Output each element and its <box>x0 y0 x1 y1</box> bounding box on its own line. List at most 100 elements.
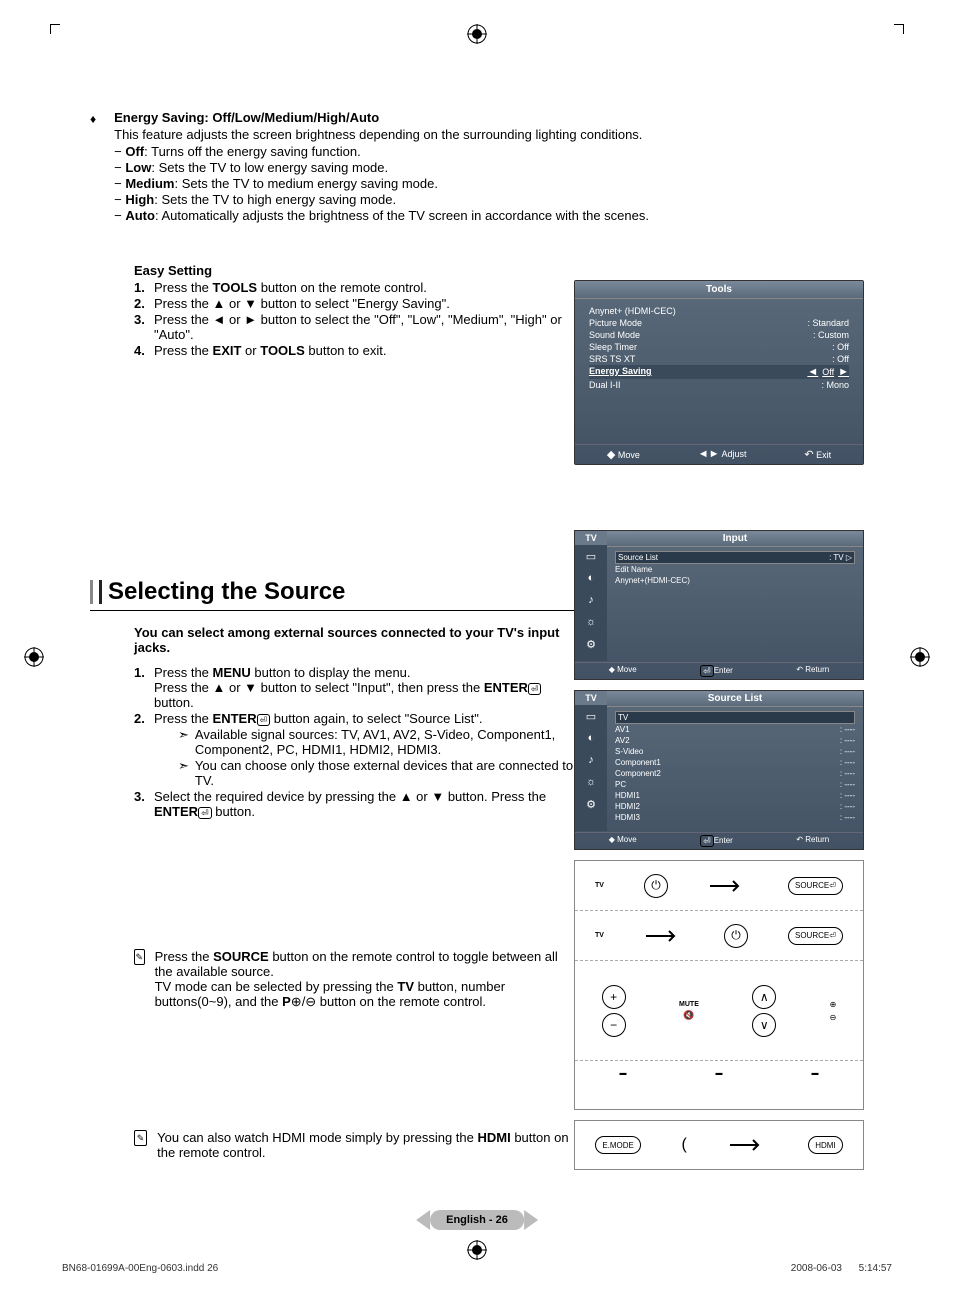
osd-item: HDMI2: ---- <box>615 801 855 812</box>
heading-stripe-icon <box>99 580 102 604</box>
remote-mute-label: MUTE <box>679 1001 699 1008</box>
remote-vol-down-button: − <box>602 1013 626 1037</box>
osd-tools-panel: Tools Anynet+ (HDMI-CEC)Picture Mode: St… <box>574 280 864 465</box>
arrow-icon <box>644 926 684 946</box>
mode-item: − Auto: Automatically adjusts the bright… <box>114 208 864 223</box>
remote-tv-button: ⏻ <box>724 924 748 948</box>
osd-tab-tv: TV <box>575 691 607 705</box>
page-number-footer: English - 26 <box>416 1210 538 1230</box>
osd-item: Source List: TV ▷ <box>615 551 855 564</box>
note-icon: ✎ <box>134 949 145 965</box>
remote-tv-label: TV <box>595 882 604 889</box>
footer-triangle-icon <box>416 1210 430 1230</box>
step-item: 1.Press the TOOLS button on the remote c… <box>134 280 574 295</box>
energy-saving-desc: This feature adjusts the screen brightne… <box>114 127 864 142</box>
osd-tools-footer: ◆ Move ◄► Adjust ↶ Exit <box>575 444 863 464</box>
osd-item: Component1: ---- <box>615 757 855 768</box>
mode-item: − Off: Turns off the energy saving funct… <box>114 144 864 159</box>
side-channel-icon: ☼ <box>575 611 607 633</box>
osd-exit-hint: ↶ Exit <box>804 448 831 461</box>
selecting-source-title: Selecting the Source <box>108 578 345 606</box>
step-item: 3.Select the required device by pressing… <box>134 789 574 819</box>
osd-row: Sleep Timer: Off <box>589 341 849 353</box>
side-sound-icon: ♪ <box>575 749 607 771</box>
side-setup-icon: ⚙ <box>575 633 607 655</box>
osd-item: HDMI1: ---- <box>615 790 855 801</box>
osd-return-hint: ↶ Return <box>796 835 829 847</box>
small-label: ▬ <box>620 1070 627 1077</box>
osd-move-hint: ◆ Move <box>609 835 637 847</box>
page-number: English - 26 <box>430 1210 524 1230</box>
mode-item: − Medium: Sets the TV to medium energy s… <box>114 176 864 191</box>
pplus-icon: ⊕ <box>830 1000 837 1009</box>
osd-item: HDMI3: ---- <box>615 812 855 823</box>
remote-tv-label: TV <box>595 932 604 939</box>
osd-item: Component2: ---- <box>615 768 855 779</box>
bullet-icon: ♦ <box>90 110 96 223</box>
registration-mark-icon <box>24 647 44 667</box>
osd-input-panel: TV ▭ ◐ ♪ ☼ ⚙ Input Source List: TV ▷Edit… <box>574 530 864 680</box>
side-channel-icon: ☼ <box>575 771 607 793</box>
remote-diagram: TV ⏻ SOURCE ⏎ TV ⏻ SOURCE ⏎ + − MUTE 🔇 ∧… <box>574 860 864 1110</box>
step-item: 2.Press the ENTER⏎ button again, to sele… <box>134 711 574 726</box>
hdmi-note: ✎ You can also watch HDMI mode simply by… <box>134 1130 574 1160</box>
osd-item: S-Video: ---- <box>615 746 855 757</box>
doc-timestamp: 2008-06-03 5:14:57 <box>791 1263 892 1274</box>
osd-item: PC: ---- <box>615 779 855 790</box>
step-item: 1.Press the MENU button to display the m… <box>134 665 574 710</box>
osd-sourcelist-footer: ◆ Move ⏎Enter ↶ Return <box>575 832 863 849</box>
remote-ch-down-button: ∨ <box>752 1013 776 1037</box>
easy-setting-title: Easy Setting <box>134 263 864 278</box>
energy-saving-modes: − Off: Turns off the energy saving funct… <box>114 144 864 223</box>
osd-row: Dual I-II: Mono <box>589 379 849 391</box>
heading-stripe-icon <box>90 580 93 604</box>
mute-icon: 🔇 <box>683 1010 694 1021</box>
osd-tools-title: Tools <box>575 281 863 299</box>
registration-mark-icon <box>467 24 487 44</box>
osd-sourcelist-panel: TV ▭ ◐ ♪ ☼ ⚙ Source List TVAV1: ----AV2:… <box>574 690 864 850</box>
source-note: ✎ Press the SOURCE button on the remote … <box>134 949 574 1010</box>
osd-move-hint: ◆ Move <box>609 665 637 677</box>
osd-row: Sound Mode: Custom <box>589 329 849 341</box>
small-label: ▬ <box>716 1070 723 1077</box>
remote-hdmi-diagram: E.MODE ( HDMI <box>574 1120 864 1170</box>
doc-filename: BN68-01699A-00Eng-0603.indd 26 <box>62 1263 218 1274</box>
side-setup-icon: ⚙ <box>575 793 607 815</box>
note-icon: ✎ <box>134 1130 147 1146</box>
remote-hdmi-button: HDMI <box>808 1136 842 1154</box>
crop-mark-icon <box>50 24 60 34</box>
selecting-source-intro: You can select among external sources co… <box>134 625 574 655</box>
osd-item: Edit Name <box>615 564 855 575</box>
registration-mark-icon <box>467 1240 487 1260</box>
mode-item: − High: Sets the TV to high energy savin… <box>114 192 864 207</box>
side-sound-icon: ♪ <box>575 589 607 611</box>
small-label: ▬ <box>812 1070 819 1077</box>
remote-source-button: SOURCE ⏎ <box>788 927 843 945</box>
step-item: 3.Press the ◄ or ► button to select the … <box>134 312 574 342</box>
pminus-icon: ⊖ <box>830 1013 837 1022</box>
osd-tab-tv: TV <box>575 531 607 545</box>
remote-source-button: SOURCE ⏎ <box>788 877 843 895</box>
osd-return-hint: ↶ Return <box>796 665 829 677</box>
remote-vol-up-button: + <box>602 985 626 1009</box>
energy-saving-title: Energy Saving: Off/Low/Medium/High/Auto <box>114 110 864 125</box>
mode-item: − Low: Sets the TV to low energy saving … <box>114 160 864 175</box>
remote-tv-button: ⏻ <box>644 874 668 898</box>
osd-enter-hint: ⏎Enter <box>700 835 733 847</box>
step-item: 2.Press the ▲ or ▼ button to select "Ene… <box>134 296 574 311</box>
osd-row: Picture Mode: Standard <box>589 317 849 329</box>
osd-adjust-hint: ◄► Adjust <box>698 448 747 461</box>
remote-emode-button: E.MODE <box>595 1136 641 1154</box>
remote-ch-up-button: ∧ <box>752 985 776 1009</box>
step-item: 4.Press the EXIT or TOOLS button to exit… <box>134 343 574 358</box>
registration-mark-icon <box>910 647 930 667</box>
side-picture-icon: ◐ <box>575 727 607 749</box>
osd-sourcelist-title: Source List <box>607 691 863 707</box>
osd-item: AV1: ---- <box>615 724 855 735</box>
osd-item: AV2: ---- <box>615 735 855 746</box>
osd-row: SRS TS XT: Off <box>589 353 849 365</box>
side-input-icon: ▭ <box>575 705 607 727</box>
arrow-icon <box>708 876 748 896</box>
osd-item: Anynet+(HDMI-CEC) <box>615 575 855 586</box>
osd-move-hint: ◆ Move <box>607 448 640 461</box>
